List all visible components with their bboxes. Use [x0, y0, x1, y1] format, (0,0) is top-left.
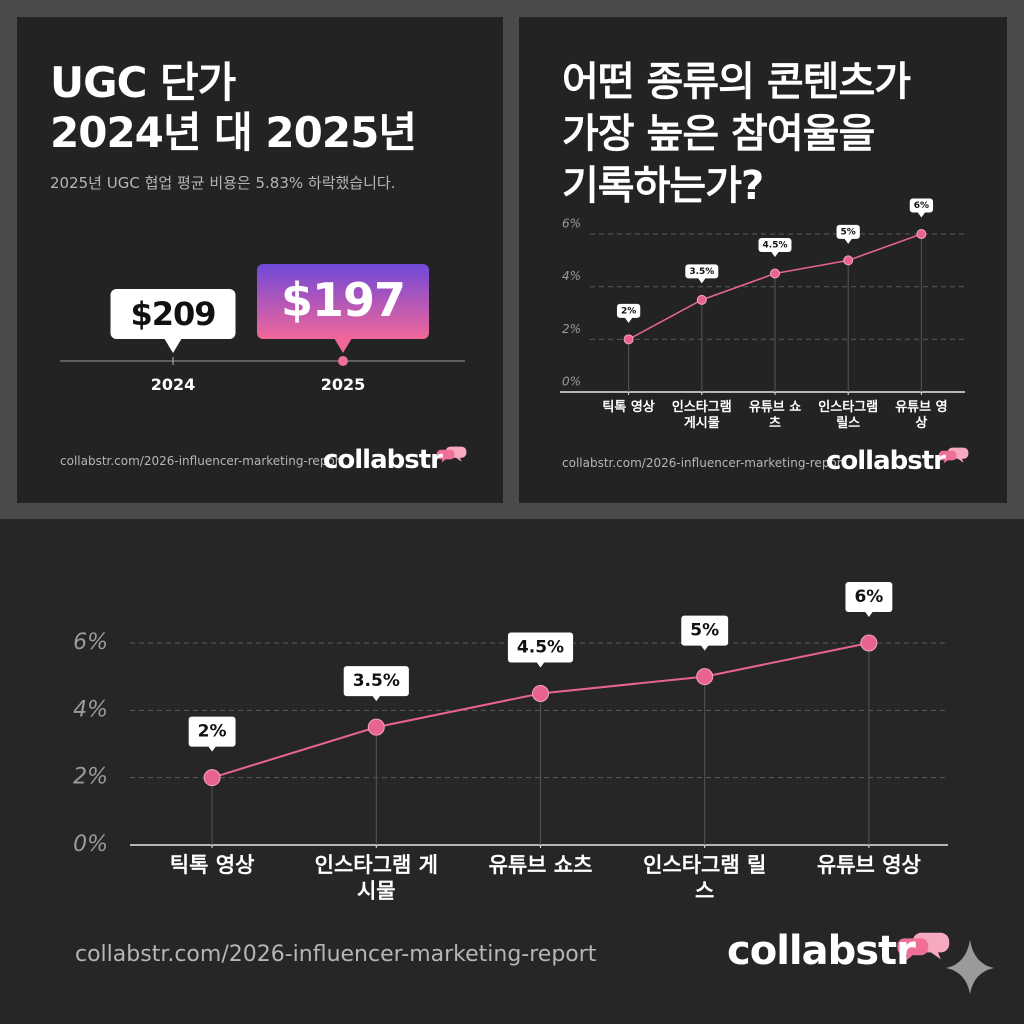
data-label-text: 4.5%	[517, 637, 564, 657]
data-point	[696, 294, 707, 305]
panel-right	[519, 17, 1007, 503]
data-label-pointer	[844, 238, 853, 244]
y-tick-label: 2%	[562, 322, 581, 336]
y-tick-label: 0%	[73, 832, 108, 857]
data-label-pointer	[700, 645, 709, 651]
data-label-box	[836, 224, 860, 239]
chart-title: 기록하는가?	[562, 163, 764, 209]
panel-left	[17, 17, 503, 503]
data-label-text: 6%	[854, 587, 883, 607]
data-label: 4.5%	[758, 238, 792, 258]
x-tick-label: 유튜브 영상	[816, 853, 921, 877]
data-point	[203, 769, 221, 787]
data-label-box	[758, 238, 792, 253]
chart-title: 가장 높은 참여율을	[562, 111, 875, 157]
data-label-pointer	[372, 695, 381, 702]
data-label-pointer	[536, 661, 545, 668]
source-url: collabstr.com/2026-influencer-marketing-…	[75, 942, 597, 967]
price-callout	[110, 289, 236, 339]
data-label-text: 5%	[841, 227, 856, 237]
year-dot	[338, 356, 348, 366]
data-point	[916, 229, 927, 240]
brand-name: collabstr	[727, 928, 916, 974]
data-point	[860, 634, 878, 652]
x-tick-label: 유튜브 영상	[895, 400, 948, 432]
x-tick-label: 유튜브 쇼츠	[748, 400, 802, 432]
data-label-text: 2%	[621, 306, 636, 316]
data-label-pointer	[624, 317, 633, 323]
chart-title: 어떤 종류의 콘텐츠가	[562, 59, 911, 105]
data-label: 2%	[616, 303, 641, 323]
price-label: $209	[130, 295, 215, 333]
chart-subtitle: 2025년 UGC 협업 평균 비용은 5.83% 하락했습니다.	[50, 174, 396, 192]
x-tick-label: 틱톡 영상	[602, 400, 655, 415]
y-tick-label: 6%	[73, 630, 108, 655]
data-label-box	[909, 198, 934, 213]
brand-name: collabstr	[323, 445, 443, 475]
x-tick-label: 인스타그램 릴스	[643, 853, 767, 904]
x-tick-label: 인스타그램 릴스	[818, 400, 879, 432]
data-label: 6%	[845, 581, 893, 617]
source-url: collabstr.com/2026-influencer-marketing-…	[60, 454, 345, 468]
data-label-box	[616, 303, 641, 318]
source-url: collabstr.com/2026-influencer-marketing-…	[562, 456, 847, 470]
price-callout	[257, 264, 429, 339]
data-label: 6%	[909, 198, 934, 218]
data-label: 4.5%	[507, 632, 574, 668]
data-point	[696, 668, 714, 686]
bubble-front	[938, 450, 957, 464]
data-label-text: 2%	[198, 722, 227, 742]
data-point	[770, 268, 780, 279]
y-tick-label: 4%	[73, 697, 108, 722]
data-label-box	[343, 666, 409, 697]
callout-pointer	[334, 338, 352, 353]
chart-title: UGC 단가	[50, 58, 236, 107]
price-label: $197	[281, 273, 405, 327]
x-tick-label: 틱톡 영상	[169, 853, 255, 877]
x-tick-label: 유튜브 쇼츠	[488, 853, 593, 877]
data-label-text: 3.5%	[689, 267, 714, 277]
data-label-pointer	[917, 212, 926, 218]
data-label-box	[681, 615, 729, 646]
callout-pointer	[164, 338, 182, 353]
y-tick-label: 0%	[562, 375, 581, 389]
logo-icon	[436, 446, 467, 463]
data-label-text: 3.5%	[353, 671, 400, 691]
data-label-text: 6%	[914, 201, 929, 211]
data-label-pointer	[208, 746, 217, 752]
data-label-pointer	[697, 277, 706, 284]
data-label-box	[188, 716, 236, 747]
data-point	[532, 684, 549, 702]
y-tick-label: 2%	[73, 765, 108, 790]
x-tick-label: 2024	[150, 375, 196, 394]
bubble-front	[436, 449, 455, 463]
logo-icon	[938, 447, 969, 464]
chart-title: 2024년 대 2025년	[50, 108, 417, 157]
x-tick-label: 인스타그램 게시물	[314, 853, 438, 904]
sparkle-icon	[946, 940, 994, 994]
data-label-box	[685, 264, 719, 279]
x-tick-label: 인스타그램 게시물	[671, 400, 732, 432]
data-label: 3.5%	[343, 666, 409, 702]
data-label-text: 5%	[690, 621, 719, 641]
data-label: 3.5%	[685, 264, 719, 284]
data-label-box	[845, 581, 893, 612]
y-tick-label: 4%	[562, 269, 581, 283]
data-label-pointer	[771, 251, 779, 258]
x-tick-label: 2025	[320, 375, 366, 394]
data-label-pointer	[864, 611, 873, 617]
data-label: 5%	[681, 615, 729, 651]
data-point	[623, 334, 634, 345]
data-point	[367, 718, 385, 736]
data-label-box	[507, 632, 574, 663]
y-tick-label: 6%	[562, 217, 581, 231]
brand-name: collabstr	[826, 446, 946, 476]
data-label-text: 4.5%	[763, 241, 788, 251]
data-label: 5%	[836, 224, 860, 244]
data-label: 2%	[188, 716, 236, 752]
data-point	[843, 255, 854, 266]
